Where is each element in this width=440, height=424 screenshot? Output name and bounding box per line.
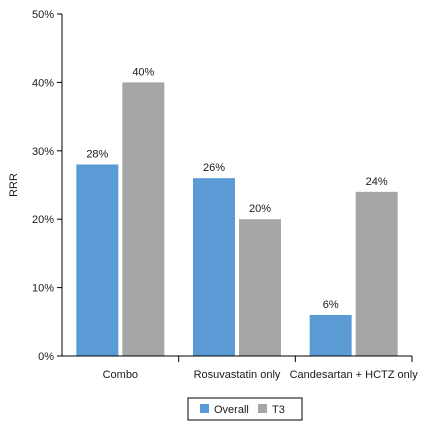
category-label: Rosuvastatin only bbox=[194, 369, 281, 381]
data-label: 20% bbox=[249, 203, 271, 215]
y-tick-label: 0% bbox=[38, 351, 54, 363]
y-tick-label: 10% bbox=[32, 283, 54, 295]
data-label: 24% bbox=[366, 176, 388, 188]
legend-box bbox=[187, 397, 303, 421]
bar-t3 bbox=[355, 191, 398, 356]
category-label: Candesartan + HCTZ only bbox=[290, 369, 419, 381]
legend-swatch-t3 bbox=[258, 404, 267, 413]
data-label: 40% bbox=[132, 66, 154, 78]
legend: Overall T3 bbox=[187, 397, 303, 421]
y-tick-label: 30% bbox=[32, 146, 54, 158]
bar-overall bbox=[309, 314, 352, 356]
bar-overall bbox=[193, 178, 235, 356]
legend-label: T3 bbox=[272, 404, 285, 416]
bar-t3 bbox=[239, 219, 281, 356]
legend-label: Overall bbox=[214, 404, 249, 416]
bar-overall bbox=[76, 164, 119, 356]
legend-swatch-overall bbox=[200, 404, 209, 413]
data-label: 26% bbox=[203, 162, 225, 174]
y-tick-label: 40% bbox=[32, 77, 54, 89]
category-label: Combo bbox=[103, 369, 138, 381]
data-label: 28% bbox=[86, 148, 108, 160]
y-axis-title: RRR bbox=[8, 173, 20, 197]
bar-t3 bbox=[122, 82, 165, 357]
y-tick-label: 20% bbox=[32, 214, 54, 226]
data-label: 6% bbox=[323, 299, 339, 311]
y-tick-label: 50% bbox=[32, 9, 54, 21]
